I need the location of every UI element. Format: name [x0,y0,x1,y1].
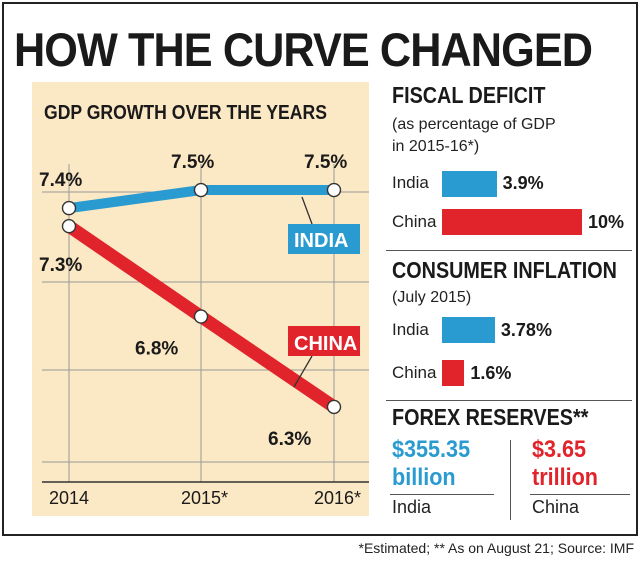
forex-india-label: India [392,497,432,517]
point-china-2015 [193,309,209,324]
gdp-chart-title: GDP GROWTH OVER THE YEARS [44,102,327,124]
value-label-china-2015: 6.8% [135,339,178,360]
divider-2 [386,400,632,401]
series-tag-box-india [288,224,360,254]
fiscal-india-value: 3.9% [502,173,544,193]
inflation-china-bar [442,360,465,386]
fiscal-china-bar [442,209,582,235]
series-tag-india: INDIA [294,230,348,252]
series-tag-box-china [288,326,360,356]
main-title: HOW THE CURVE CHANGED [14,23,593,76]
footnote: *Estimated; ** As on August 21; Source: … [358,540,634,556]
series-tag-pointer-china [293,355,313,388]
point-india-2016 [326,182,342,198]
inflation-china-label: China [392,363,437,382]
value-label-india-2016: 7.5% [304,152,347,173]
series-tag-pointer-india [301,196,313,225]
fiscal-deficit-subtitle-1: (as percentage of GDP [392,116,556,133]
infographic-frame [2,2,638,536]
gdp-chart-panel: GDP GROWTH OVER THE YEARS 7.4% 7.5% 7.5% 7.… [32,82,369,516]
fiscal-india-bar [442,171,497,197]
point-india-2014 [61,200,77,216]
fiscal-china-label: China [392,212,437,231]
consumer-inflation-title: CONSUMER INFLATION [392,257,617,283]
inflation-india-label: India [392,320,429,339]
consumer-inflation-subtitle: (July 2015) [392,289,472,306]
forex-separator [510,440,511,520]
fiscal-deficit-title: FISCAL DEFICIT [392,82,546,108]
inflation-india-value: 3.78% [500,320,552,340]
divider-1 [386,250,632,251]
point-china-2016 [326,399,342,415]
value-label-china-2014: 7.3% [39,255,82,276]
point-china-2014 [61,218,77,234]
inflation-china-value: 1.6% [470,363,512,383]
forex-india-unit: billion [392,464,456,491]
forex-china-unit: trillion [532,464,598,491]
fiscal-china-value: 10% [588,212,625,232]
point-india-2015 [193,182,209,198]
x-tick-label-2016: 2016* [314,488,361,508]
inflation-india-bar [442,317,495,343]
x-tick-label-2014: 2014 [49,488,89,508]
forex-china-amount: $3.65 [532,436,587,463]
forex-india-underline [390,494,494,495]
forex-reserves-title: FOREX RESERVES** [392,404,589,430]
fiscal-deficit-subtitle-2: in 2015-16*) [392,138,480,155]
x-tick-label-2015: 2015* [181,488,228,508]
gdp-line-chart: 7.4% 7.5% 7.5% 7.3% 6.8% 6.3% INDIA CHINA 2014… [39,152,369,508]
forex-india-amount: $355.35 [392,436,471,463]
value-label-india-2015: 7.5% [171,152,214,173]
forex-china-label: China [532,497,580,517]
value-label-china-2016: 6.3% [268,429,311,450]
fiscal-india-label: India [392,173,429,192]
series-tag-china: CHINA [294,333,357,355]
value-label-india-2014: 7.4% [39,170,82,191]
forex-china-underline [530,494,630,495]
